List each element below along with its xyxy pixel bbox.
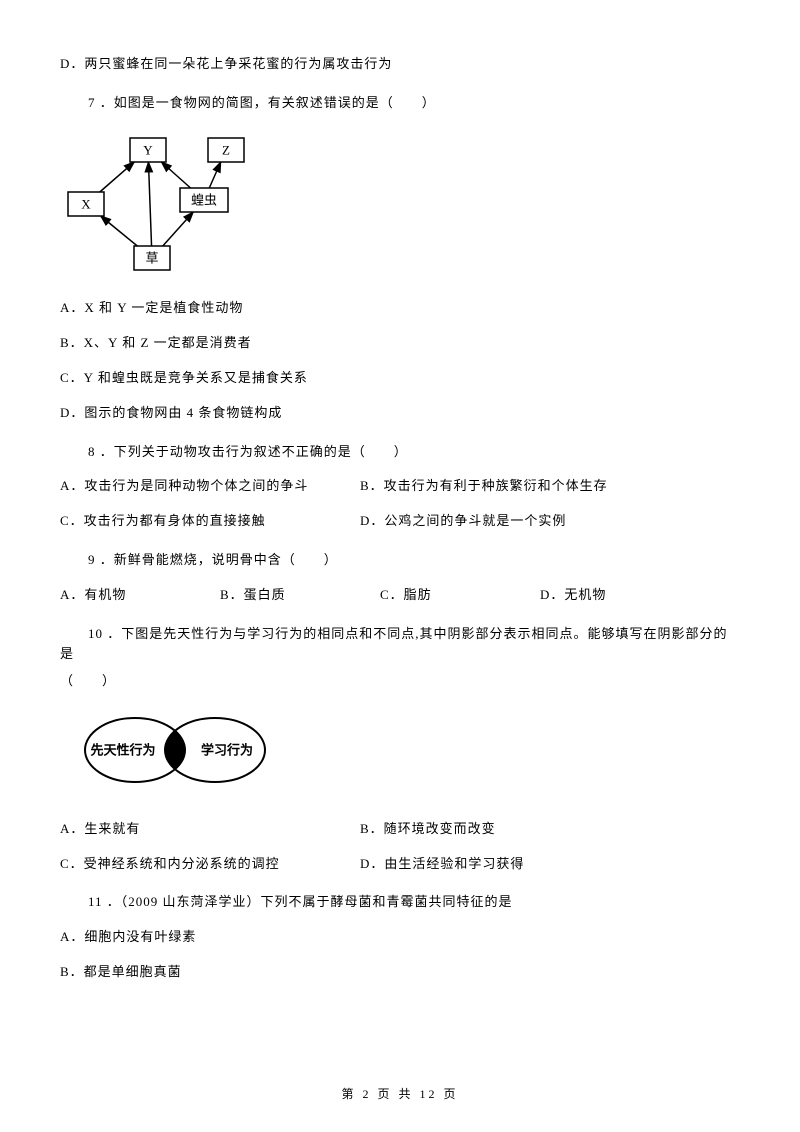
q10-row2: C．受神经系统和内分泌系统的调控 D．由生活经验和学习获得 [60, 854, 740, 875]
q9-option-b: B．蛋白质 [220, 585, 380, 606]
q9-stem: 9 ．新鲜骨能燃烧，说明骨中含（ ） [88, 550, 740, 571]
q9-option-a: A．有机物 [60, 585, 220, 606]
q8-option-a: A．攻击行为是同种动物个体之间的争斗 [60, 476, 360, 497]
q7-option-c: C．Y 和蝗虫既是竞争关系又是捕食关系 [60, 368, 740, 389]
q10-option-d: D．由生活经验和学习获得 [360, 854, 740, 875]
q7-option-d: D．图示的食物网由 4 条食物链构成 [60, 403, 740, 424]
q8-option-c: C．攻击行为都有身体的直接接触 [60, 511, 360, 532]
q10-option-c: C．受神经系统和内分泌系统的调控 [60, 854, 360, 875]
svg-text:草: 草 [145, 250, 158, 265]
q10-stem-tail: （ ） [60, 671, 740, 692]
svg-text:X: X [81, 196, 91, 211]
q9-options: A．有机物 B．蛋白质 C．脂肪 D．无机物 [60, 585, 740, 606]
q11-option-a: A．细胞内没有叶绿素 [60, 927, 740, 948]
svg-text:Y: Y [143, 142, 153, 157]
q10-venn: 先天性行为 学习行为 [80, 710, 740, 801]
q11-option-b: B．都是单细胞真菌 [60, 962, 740, 983]
q7-option-a: A．X 和 Y 一定是植食性动物 [60, 298, 740, 319]
page-footer: 第 2 页 共 12 页 [0, 1085, 800, 1104]
svg-text:蝗虫: 蝗虫 [191, 192, 217, 207]
q9-option-c: C．脂肪 [380, 585, 540, 606]
svg-text:先天性行为: 先天性行为 [90, 742, 155, 757]
svg-text:Z: Z [222, 142, 230, 157]
q11-stem: 11 ．（2009 山东菏泽学业）下列不属于酵母菌和青霉菌共同特征的是 [88, 892, 740, 913]
q8-option-b: B．攻击行为有利于种族繁衍和个体生存 [360, 476, 740, 497]
q7-diagram: Y Z X 蝗虫草 [60, 128, 740, 285]
q8-stem: 8 ．下列关于动物攻击行为叙述不正确的是（ ） [88, 442, 740, 463]
q10-option-b: B．随环境改变而改变 [360, 819, 740, 840]
q8-row1: A．攻击行为是同种动物个体之间的争斗 B．攻击行为有利于种族繁衍和个体生存 [60, 476, 740, 497]
q7-option-b: B．X、Y 和 Z 一定都是消费者 [60, 333, 740, 354]
q7-stem: 7 ．如图是一食物网的简图，有关叙述错误的是（ ） [88, 93, 740, 114]
svg-text:学习行为: 学习行为 [201, 742, 253, 757]
q8-row2: C．攻击行为都有身体的直接接触 D．公鸡之间的争斗就是一个实例 [60, 511, 740, 532]
q10-stem-wrap: 10 ．下图是先天性行为与学习行为的相同点和不同点,其中阴影部分表示相同点。能够… [60, 624, 740, 666]
q10-row1: A．生来就有 B．随环境改变而改变 [60, 819, 740, 840]
q6-option-d: D．两只蜜蜂在同一朵花上争采花蜜的行为属攻击行为 [60, 54, 740, 75]
q10-stem: 下图是先天性行为与学习行为的相同点和不同点,其中阴影部分表示相同点。能够填写在阴… [60, 626, 728, 662]
q9-option-d: D．无机物 [540, 585, 700, 606]
q10-option-a: A．生来就有 [60, 819, 360, 840]
q8-option-d: D．公鸡之间的争斗就是一个实例 [360, 511, 740, 532]
q10-stem-prefix: 10 ． [60, 624, 121, 645]
